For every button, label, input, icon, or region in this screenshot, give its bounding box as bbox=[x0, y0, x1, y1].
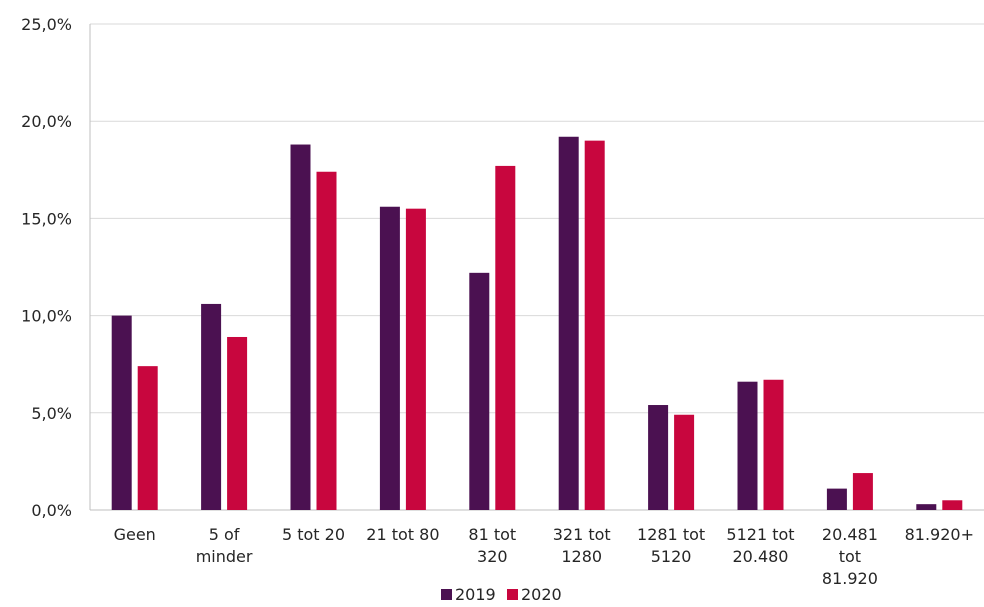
x-axis-category-labels: Geen 5 of minder 5 tot 20 21 tot 80 81 tot 320… bbox=[114, 525, 974, 588]
category-label: 5121 tot 20.480 bbox=[726, 525, 794, 566]
legend: 2019 2020 bbox=[441, 585, 562, 604]
category-label: 321 tot 1280 bbox=[553, 525, 611, 566]
category-label: 20.481 tot 81.920 bbox=[822, 525, 878, 588]
bar-2019 bbox=[379, 206, 400, 510]
legend-swatch-2019 bbox=[441, 589, 452, 600]
category-label: Geen bbox=[114, 525, 156, 544]
legend-swatch-2020 bbox=[507, 589, 518, 600]
y-axis-tick-labels: 0,0% 5,0% 10,0% 15,0% 20,0% 25,0% bbox=[21, 15, 72, 520]
bar-2020 bbox=[763, 379, 784, 510]
category-label: 81 tot 320 bbox=[468, 525, 516, 566]
bar-2020 bbox=[942, 500, 963, 510]
bar-2020 bbox=[227, 336, 248, 510]
bars bbox=[111, 136, 963, 511]
bar-2019 bbox=[648, 405, 669, 510]
category-label: 5 tot 20 bbox=[282, 525, 345, 544]
bar-2019 bbox=[737, 381, 758, 510]
category-label: 5 of minder bbox=[196, 525, 253, 566]
bar-2019 bbox=[469, 272, 490, 510]
bar-2019 bbox=[111, 315, 132, 510]
bar-2020 bbox=[316, 171, 337, 510]
y-tick-label: 25,0% bbox=[21, 15, 72, 34]
bar-2020 bbox=[584, 140, 605, 510]
category-label: 1281 tot 5120 bbox=[637, 525, 705, 566]
bar-2019 bbox=[916, 504, 937, 510]
bar-2020 bbox=[137, 366, 158, 510]
bar-2020 bbox=[674, 414, 695, 510]
legend-label-2020: 2020 bbox=[521, 585, 562, 604]
gridlines bbox=[89, 23, 984, 511]
y-tick-label: 5,0% bbox=[31, 404, 72, 423]
bar-2019 bbox=[558, 136, 579, 510]
y-tick-label: 15,0% bbox=[21, 209, 72, 228]
legend-label-2019: 2019 bbox=[455, 585, 496, 604]
bar-2020 bbox=[405, 208, 426, 510]
bar-2020 bbox=[852, 473, 873, 510]
bar-2019 bbox=[201, 303, 222, 510]
y-tick-label: 10,0% bbox=[21, 307, 72, 326]
bar-2020 bbox=[495, 165, 516, 511]
y-tick-label: 20,0% bbox=[21, 112, 72, 131]
bar-2019 bbox=[826, 488, 847, 510]
bar-2019 bbox=[290, 144, 311, 510]
y-tick-label: 0,0% bbox=[31, 501, 72, 520]
category-label: 21 tot 80 bbox=[366, 525, 439, 544]
category-label: 81.920+ bbox=[905, 525, 974, 544]
